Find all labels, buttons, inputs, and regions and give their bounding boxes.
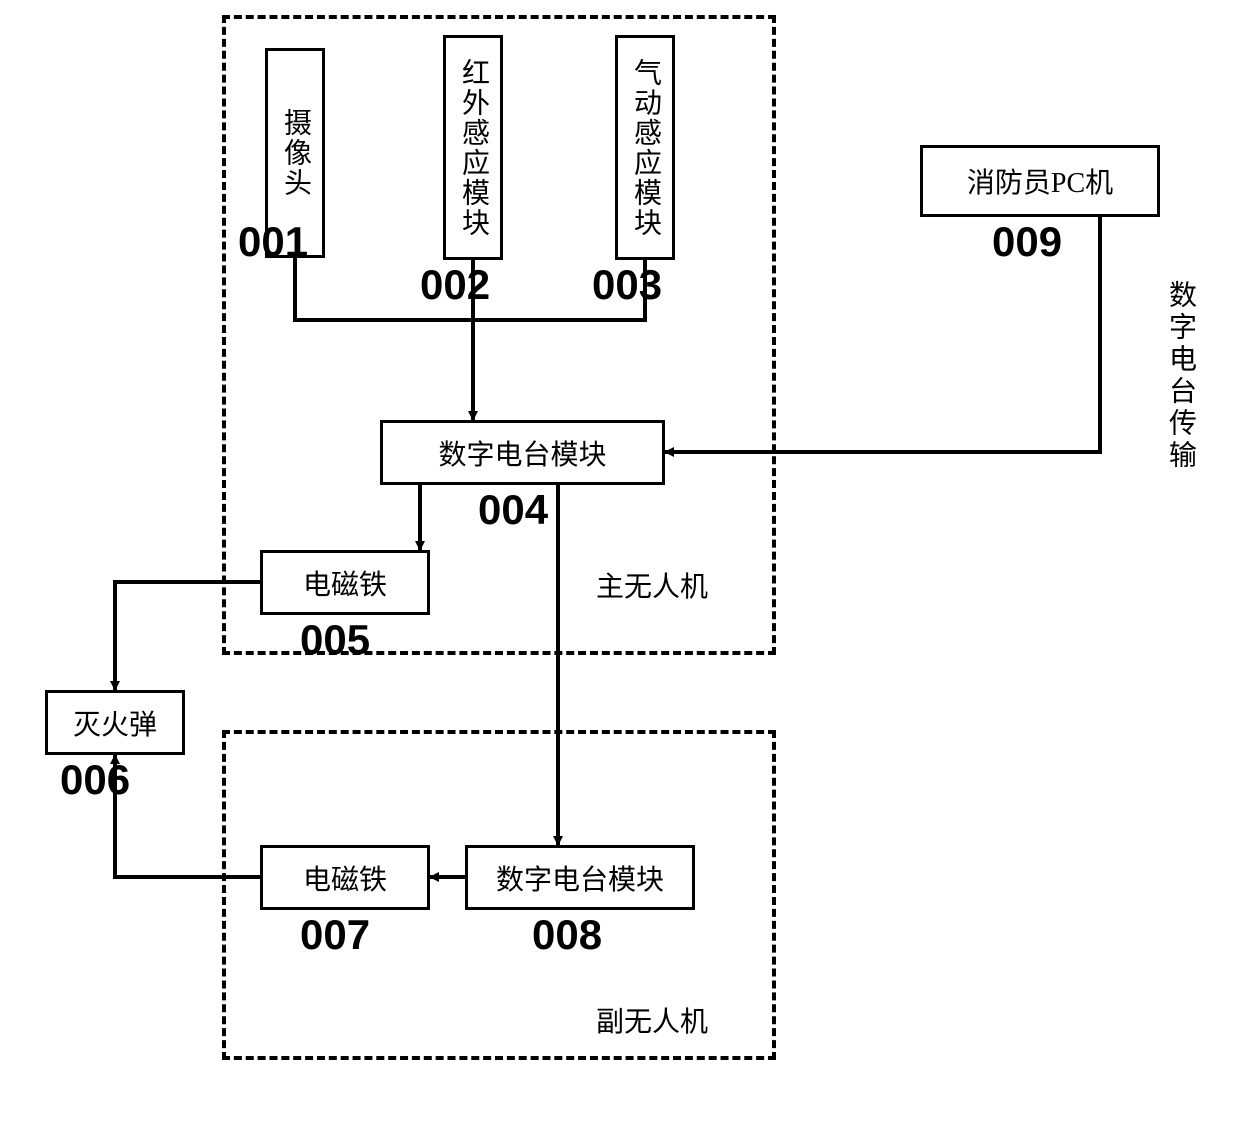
- node-fire-bomb: 灭火弹: [45, 690, 185, 755]
- node-pneumatic-sensor: 气动感应模块: [615, 35, 675, 260]
- node-ir-sensor-label: 红外感应模块: [453, 58, 493, 238]
- label-main-drone: 主无人机: [596, 565, 708, 605]
- node-radio-sub-label: 数字电台模块: [496, 858, 664, 898]
- num-007: 007: [300, 911, 370, 959]
- num-004: 004: [478, 486, 548, 534]
- node-ir-sensor: 红外感应模块: [443, 35, 503, 260]
- num-006: 006: [60, 756, 130, 804]
- num-009: 009: [992, 218, 1062, 266]
- num-002: 002: [420, 261, 490, 309]
- node-fire-bomb-label: 灭火弹: [73, 703, 157, 743]
- node-camera-label: 摄像头: [275, 108, 315, 198]
- num-003: 003: [592, 261, 662, 309]
- num-005: 005: [300, 616, 370, 664]
- node-radio-sub: 数字电台模块: [465, 845, 695, 910]
- label-transmission: 数字电台传输: [1160, 280, 1200, 472]
- node-electromagnet-sub-label: 电磁铁: [303, 858, 387, 898]
- node-radio-main-label: 数字电台模块: [438, 433, 606, 473]
- node-pc-label: 消防员PC机: [967, 161, 1113, 201]
- node-electromagnet-sub: 电磁铁: [260, 845, 430, 910]
- label-sub-drone: 副无人机: [596, 1000, 708, 1040]
- num-001: 001: [238, 218, 308, 266]
- node-pneumatic-sensor-label: 气动感应模块: [625, 58, 665, 238]
- node-electromagnet-main: 电磁铁: [260, 550, 430, 615]
- node-pc: 消防员PC机: [920, 145, 1160, 217]
- node-radio-main: 数字电台模块: [380, 420, 665, 485]
- node-electromagnet-main-label: 电磁铁: [303, 563, 387, 603]
- num-008: 008: [532, 911, 602, 959]
